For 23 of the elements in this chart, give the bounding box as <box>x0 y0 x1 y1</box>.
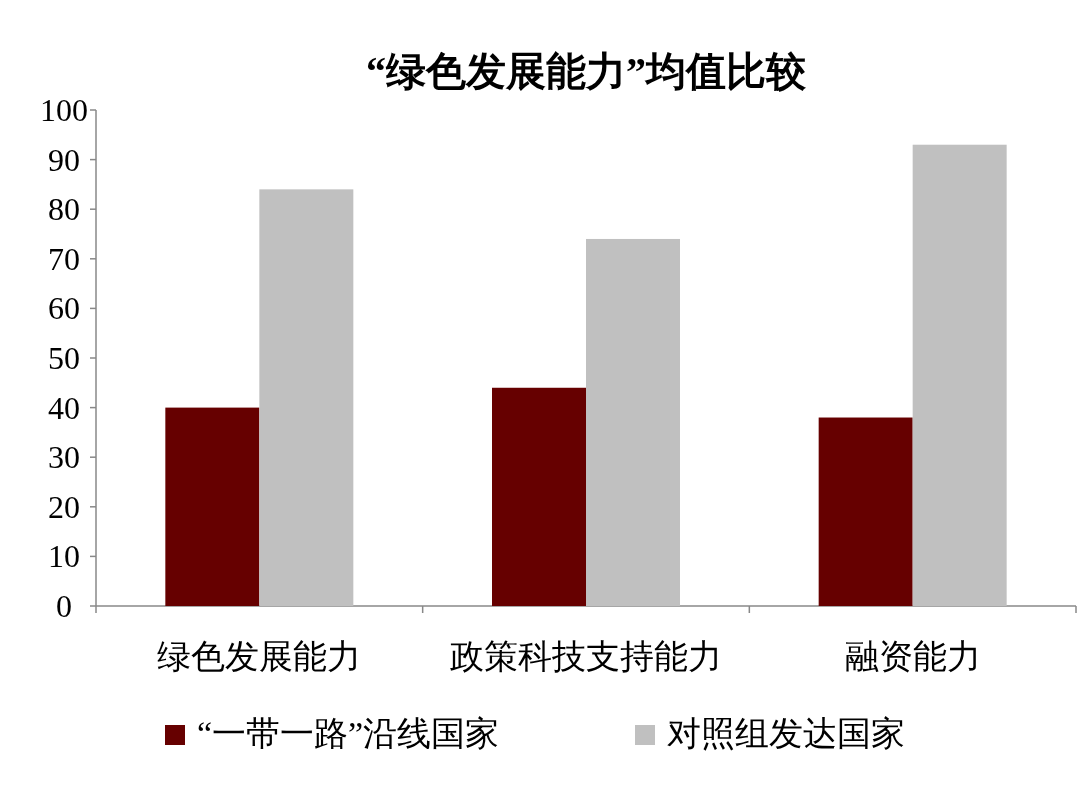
y-tick-label: 30 <box>48 439 80 476</box>
bar <box>912 144 1007 606</box>
bar <box>586 238 680 606</box>
y-tick-label: 90 <box>48 141 80 178</box>
bar <box>165 407 260 606</box>
bar <box>818 417 913 606</box>
x-tick-label: 政策科技支持能力 <box>450 638 722 675</box>
bar <box>259 189 354 606</box>
y-tick-label: 80 <box>48 191 80 228</box>
x-tick-label: 绿色发展能力 <box>157 638 362 675</box>
x-tick-label: 融资能力 <box>844 638 981 675</box>
y-tick-label: 70 <box>48 240 80 277</box>
y-tick-label: 60 <box>48 290 80 327</box>
legend-label: 对照组发达国家 <box>667 715 905 752</box>
chart-title: “绿色发展能力”均值比较 <box>366 49 807 94</box>
y-tick-label: 100 <box>40 92 88 128</box>
y-tick-label: 0 <box>56 588 72 624</box>
legend-label: “一带一路”沿线国家 <box>197 715 500 752</box>
y-tick-label: 20 <box>48 488 80 525</box>
y-tick-label: 40 <box>48 389 80 426</box>
bar <box>492 387 586 606</box>
y-tick-label: 10 <box>48 538 80 575</box>
y-tick-label: 50 <box>48 340 80 376</box>
